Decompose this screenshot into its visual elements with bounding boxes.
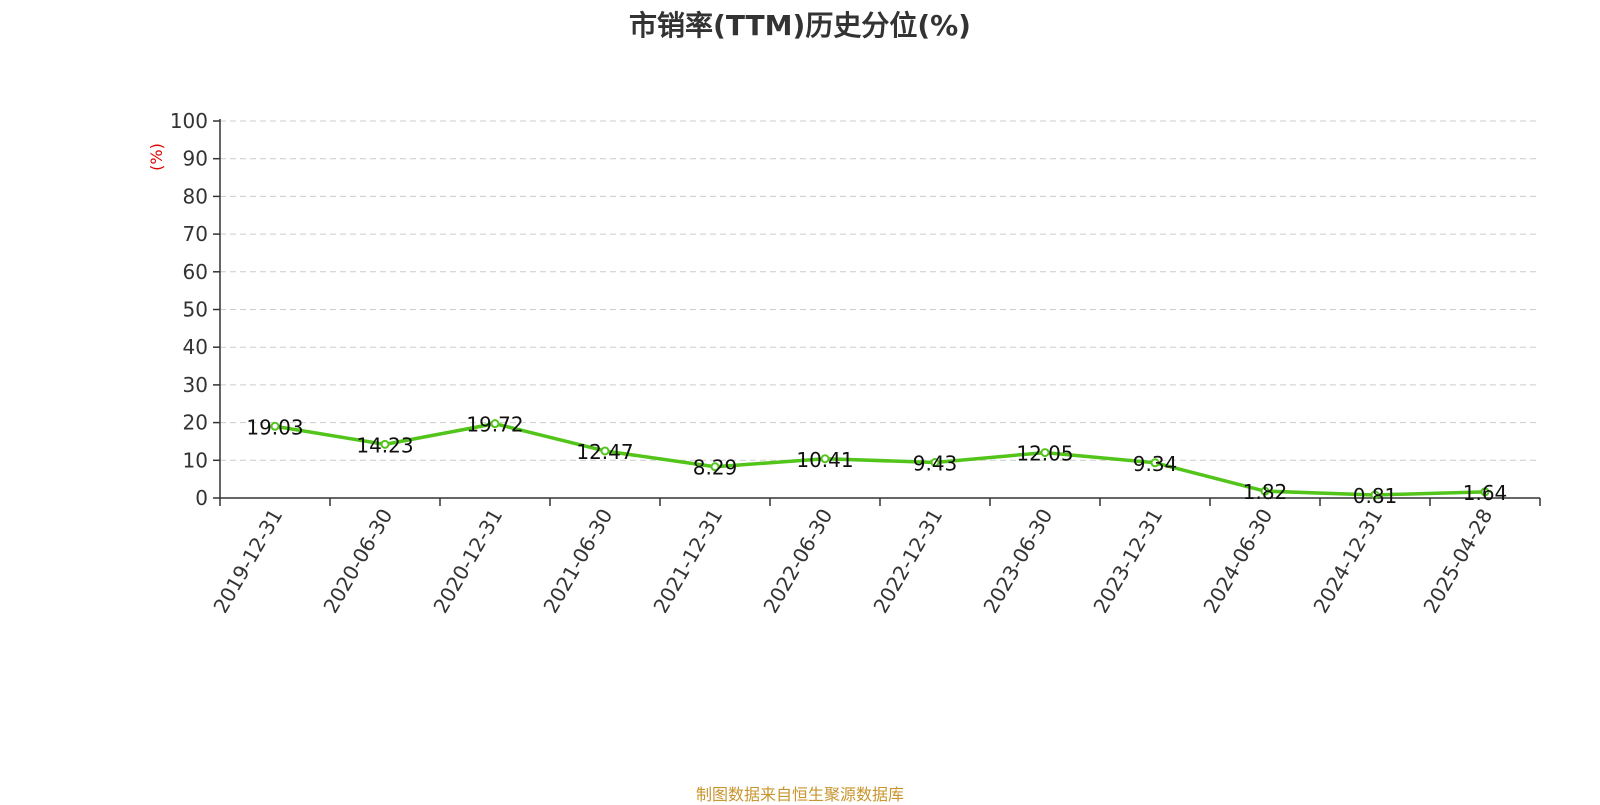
data-point [820,454,830,464]
data-point [1480,487,1490,497]
y-tick-label: 20 [183,411,208,435]
series-line [274,421,1486,497]
data-point [1150,458,1160,468]
data-label: 10.41 [796,448,853,472]
data-point [930,457,940,467]
y-tick-label: 0 [195,486,208,510]
grid-lines [220,120,1540,461]
data-labels: 19.03 14.23 19.72 12.47 8.29 10.41 9.43 12.05 9.… [246,413,1507,508]
x-tick-label: 2023-12-31 [1088,505,1167,618]
x-tick-label: 2021-06-30 [538,505,617,618]
x-tick-label: 2020-12-31 [428,505,507,618]
data-label: 19.72 [466,413,523,437]
data-label: 1.82 [1243,480,1288,504]
y-tick-label: 10 [183,448,208,472]
data-point [710,462,720,472]
x-tick-label: 2020-06-30 [318,505,397,618]
source-note: 制图数据来自恒生聚源数据库 [695,785,904,804]
data-point [380,439,390,449]
data-point [600,446,610,456]
x-tick-label: 2023-06-30 [978,505,1057,618]
y-tick-label: 60 [183,260,208,284]
data-label: 12.47 [576,440,633,464]
data-label: 19.03 [246,415,303,439]
data-label: 0.81 [1353,484,1398,508]
data-label: 9.43 [913,451,958,475]
data-point [1260,486,1270,496]
data-label: 8.29 [693,456,738,480]
chart-title: 市销率(TTM)历史分位(%) [629,9,971,42]
y-axis-ticks: 0 10 20 30 40 50 60 70 80 90 100 [170,109,220,510]
data-point [1040,448,1050,458]
data-point [1370,490,1380,500]
series [270,419,1490,500]
data-label: 12.05 [1016,442,1073,466]
y-tick-label: 40 [183,335,208,359]
axes [219,119,1540,499]
y-tick-label: 90 [183,147,208,171]
y-tick-label: 30 [183,373,208,397]
y-tick-label: 50 [183,298,208,322]
x-tick-label: 2024-12-31 [1308,505,1387,618]
x-tick-label: 2021-12-31 [648,505,727,618]
data-point [490,419,500,429]
y-tick-label: 70 [183,222,208,246]
x-tick-label: 2019-12-31 [208,505,287,618]
x-tick-label: 2025-04-28 [1418,505,1497,618]
y-axis-label: (%) [147,143,166,171]
data-label: 9.34 [1133,452,1178,476]
y-tick-label: 100 [170,109,208,133]
data-label: 1.64 [1463,481,1508,505]
x-tick-label: 2022-12-31 [868,505,947,618]
x-axis-ticks: 2019-12-31 2020-06-30 2020-12-31 2021-06-30… [208,498,1541,618]
data-label: 14.23 [356,433,413,457]
x-tick-label: 2024-06-30 [1198,505,1277,618]
y-tick-label: 80 [183,184,208,208]
data-point [270,421,280,431]
x-tick-label: 2022-06-30 [758,505,837,618]
